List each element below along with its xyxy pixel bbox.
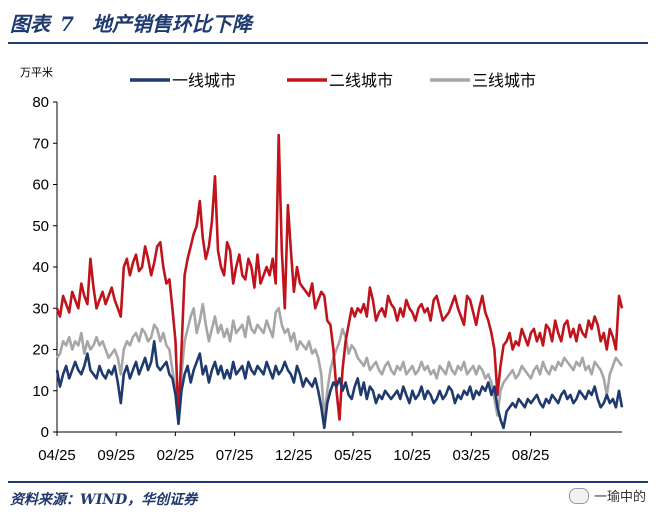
y-tick-label: 20 bbox=[32, 342, 49, 359]
figure-number: 7 bbox=[60, 12, 74, 36]
y-tick-label: 50 bbox=[32, 218, 49, 235]
source-note: 资料来源：WIND，华创证券 bbox=[10, 492, 198, 508]
figure-title: 图表 7 地产销售环比下降 bbox=[10, 8, 252, 37]
y-tick-label: 70 bbox=[32, 135, 49, 152]
series-line-tier3 bbox=[55, 302, 624, 426]
figure-caption: 地产销售环比下降 bbox=[91, 12, 252, 36]
y-unit-label: 万平米 bbox=[20, 66, 53, 79]
x-tick-label: 05/25 bbox=[334, 447, 372, 464]
y-tick-label: 30 bbox=[32, 300, 49, 317]
x-tick-label: 09/25 bbox=[97, 447, 135, 464]
legend-label-tier2: 二线城市 bbox=[329, 71, 393, 90]
legend-label-tier1: 一线城市 bbox=[172, 71, 236, 90]
x-tick-label: 08/25 bbox=[512, 447, 550, 464]
y-tick-label: 0 bbox=[41, 424, 49, 441]
watermark: 一瑜中的 bbox=[568, 486, 646, 505]
x-tick-label: 02/25 bbox=[157, 447, 195, 464]
x-tick-label: 03/25 bbox=[453, 447, 491, 464]
title-divider bbox=[8, 42, 648, 44]
wechat-icon bbox=[568, 487, 589, 504]
x-tick-label: 07/25 bbox=[216, 447, 254, 464]
y-tick-label: 40 bbox=[32, 259, 49, 276]
x-tick-label: 10/25 bbox=[393, 447, 431, 464]
x-tick-label: 04/25 bbox=[38, 447, 76, 464]
legend-label-tier3: 三线城市 bbox=[472, 71, 536, 90]
y-tick-label: 10 bbox=[32, 383, 49, 400]
y-axis: 0 10 20 30 40 50 60 70 80 bbox=[32, 94, 58, 441]
x-axis: 04/25 09/25 02/25 07/25 12/25 05/25 10/25 03/25… bbox=[38, 431, 622, 464]
x-tick-label: 12/25 bbox=[275, 447, 313, 464]
y-tick-label: 80 bbox=[32, 94, 49, 111]
footer-divider bbox=[8, 481, 648, 483]
y-tick-label: 60 bbox=[32, 177, 49, 194]
series-group bbox=[55, 133, 624, 430]
figure-label: 图表 bbox=[10, 12, 50, 36]
series-line-tier1 bbox=[55, 339, 624, 430]
legend: 一线城市 二线城市 三线城市 bbox=[130, 71, 536, 90]
series-line-tier2 bbox=[55, 133, 624, 421]
watermark-text: 一瑜中的 bbox=[593, 490, 646, 505]
